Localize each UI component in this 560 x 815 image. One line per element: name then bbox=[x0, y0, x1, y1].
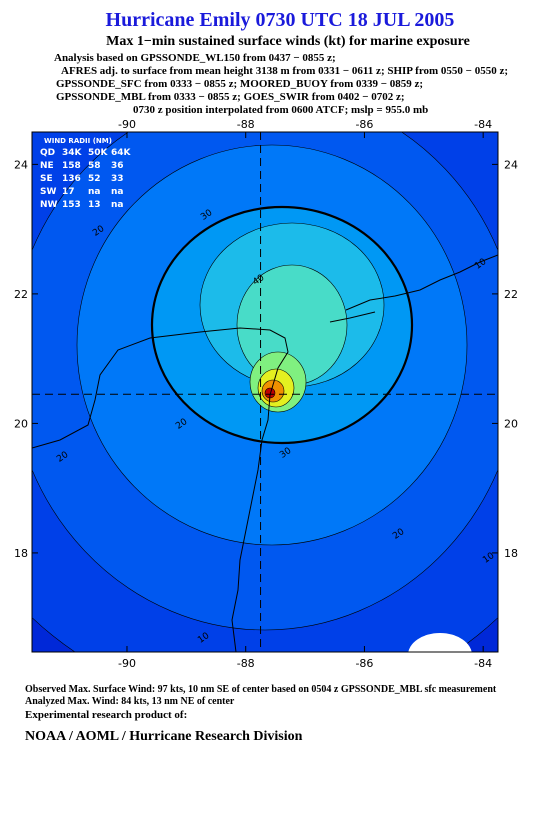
x-tick-label: -90 bbox=[118, 118, 136, 131]
radii-cell: NE bbox=[40, 161, 54, 171]
radii-header: 64K bbox=[111, 148, 132, 158]
radii-cell: 136 bbox=[62, 174, 81, 184]
radii-cell: 52 bbox=[88, 174, 101, 184]
radii-cell: 13 bbox=[88, 200, 101, 210]
34kt-contour bbox=[150, 205, 414, 445]
y-tick-label: 24 bbox=[504, 158, 518, 171]
coastlines bbox=[32, 254, 498, 652]
radii-header: 50K bbox=[88, 148, 109, 158]
cuba-coast bbox=[345, 254, 498, 311]
analysis-line: Analysis based on GPSSONDE_WL150 from 04… bbox=[54, 52, 336, 64]
x-tick-label: -84 bbox=[474, 118, 492, 131]
y-tick-label: 22 bbox=[504, 288, 518, 301]
isle-coast bbox=[329, 311, 376, 323]
radii-cell: SW bbox=[40, 187, 56, 197]
radii-cell: 17 bbox=[62, 187, 75, 197]
y-tick-label: 20 bbox=[504, 417, 518, 430]
radii-cell: NW bbox=[40, 200, 58, 210]
radii-title: WIND RADII (NM) bbox=[44, 137, 112, 145]
footer-line: Experimental research product of: bbox=[25, 709, 187, 721]
radii-cell: 58 bbox=[88, 161, 101, 171]
analysis-line: GPSSONDE_MBL from 0333 − 0855 z; GOES_SW… bbox=[56, 91, 405, 103]
radii-cell: SE bbox=[40, 174, 53, 184]
yucatan-coast bbox=[32, 327, 289, 652]
map-frame bbox=[31, 131, 499, 653]
y-tick-label: 18 bbox=[504, 547, 518, 560]
y-tick-label: 20 bbox=[14, 417, 28, 430]
radii-cell: 36 bbox=[111, 161, 124, 171]
radii-cell: 158 bbox=[62, 161, 81, 171]
footer-line: Analyzed Max. Wind: 84 kts, 13 nm NE of … bbox=[25, 696, 235, 707]
radii-cell: 153 bbox=[62, 200, 81, 210]
y-tick-label: 22 bbox=[14, 288, 28, 301]
subtitle: Max 1−min sustained surface winds (kt) f… bbox=[106, 34, 470, 49]
x-tick-label: -88 bbox=[237, 657, 255, 670]
analysis-line: AFRES adj. to surface from mean height 3… bbox=[61, 65, 508, 77]
x-tick-label: -86 bbox=[355, 118, 373, 131]
radii-cell: na bbox=[88, 187, 100, 197]
analysis-line: GPSSONDE_SFC from 0333 − 0855 z; MOORED_… bbox=[56, 78, 423, 90]
y-tick-label: 18 bbox=[14, 547, 28, 560]
radii-cell: na bbox=[111, 200, 123, 210]
radii-cell: 33 bbox=[111, 174, 124, 184]
x-tick-label: -86 bbox=[355, 657, 373, 670]
x-tick-label: -88 bbox=[237, 118, 255, 131]
title: Hurricane Emily 0730 UTC 18 JUL 2005 bbox=[106, 9, 455, 31]
analysis-line: 0730 z position interpolated from 0600 A… bbox=[133, 104, 428, 116]
y-tick-label: 24 bbox=[14, 158, 28, 171]
footer-line: Observed Max. Surface Wind: 97 kts, 10 n… bbox=[25, 684, 497, 695]
no-data bbox=[408, 633, 472, 652]
radii-cell: na bbox=[111, 187, 123, 197]
x-tick-label: -90 bbox=[118, 657, 136, 670]
x-tick-label: -84 bbox=[474, 657, 492, 670]
radii-header: QD bbox=[40, 148, 55, 158]
credit: NOAA / AOML / Hurricane Research Divisio… bbox=[25, 729, 303, 744]
radii-header: 34K bbox=[62, 148, 83, 158]
